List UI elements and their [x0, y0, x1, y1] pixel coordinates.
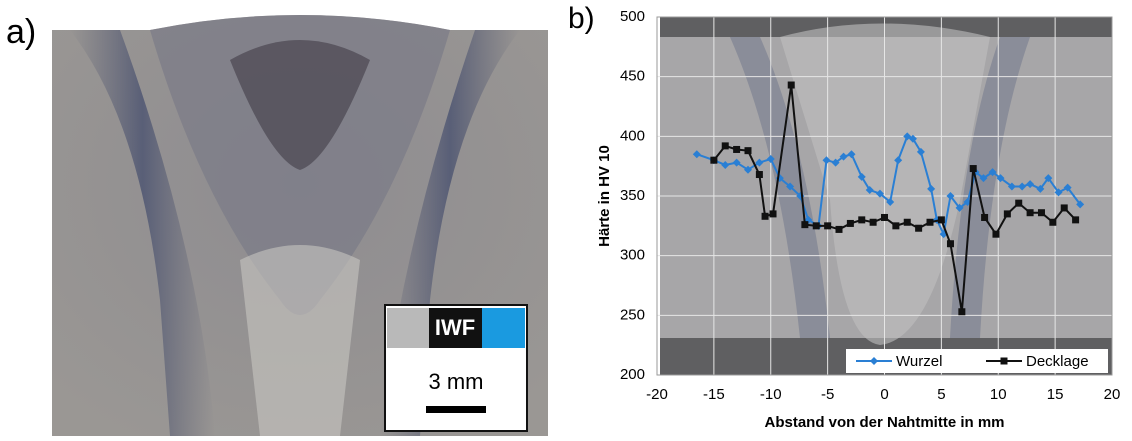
y-tick-label: 450 [620, 68, 645, 85]
marker [915, 224, 923, 232]
marker [1072, 216, 1080, 224]
marker [839, 152, 848, 161]
x-axis-title: Abstand von der Nahtmitte in mm [764, 414, 1004, 431]
legend-marker [870, 357, 878, 365]
marker [1060, 204, 1068, 212]
marker [955, 203, 964, 212]
legend: Wurzel Decklage [846, 349, 1108, 373]
x-tick-label: -5 [821, 386, 834, 403]
x-tick-label: 10 [990, 386, 1007, 403]
marker [869, 218, 877, 226]
marker [886, 197, 895, 206]
marker [857, 172, 866, 181]
marker [1018, 182, 1027, 191]
x-tick-label: -15 [703, 386, 725, 403]
y-tick-label: 500 [620, 8, 645, 25]
marker [721, 142, 729, 150]
panel-label: a) [6, 13, 36, 51]
marker [946, 192, 955, 200]
marker [858, 216, 866, 224]
marker [761, 212, 769, 220]
y-tick-label: 250 [620, 306, 645, 323]
marker [801, 221, 809, 229]
marker [692, 150, 701, 159]
marker [744, 147, 752, 155]
marker [831, 158, 840, 167]
scale-label: 3 mm [429, 369, 484, 394]
plot-area: 200 250 300 350 400 450 500 -20 -15 -10 -5 0 5 10 15 20… [596, 8, 1120, 431]
marker [744, 165, 752, 174]
marker [721, 160, 730, 169]
marker [969, 165, 977, 173]
marker [916, 147, 925, 156]
marker [1026, 209, 1034, 217]
marker [958, 308, 966, 316]
marker [755, 171, 763, 179]
legend-label: Wurzel [896, 353, 942, 370]
marker [865, 186, 874, 195]
marker [1054, 188, 1063, 197]
x-tick-label: 0 [880, 386, 888, 403]
marker [835, 225, 843, 233]
marker [732, 158, 741, 167]
marker [881, 213, 888, 221]
marker [1003, 210, 1011, 218]
marker [908, 134, 917, 143]
legend-label: Decklage [1026, 353, 1089, 370]
logo-text: IWF [435, 315, 475, 340]
marker [847, 150, 856, 159]
marker [1037, 209, 1045, 217]
legend-marker [1000, 357, 1008, 365]
marker [1015, 199, 1023, 207]
marker [981, 213, 989, 221]
marker [1076, 200, 1085, 209]
marker [1026, 180, 1035, 189]
marker [979, 174, 988, 183]
plot-border [656, 16, 1113, 376]
marker [892, 222, 900, 230]
marker [846, 219, 854, 227]
x-tick-label: -20 [646, 386, 668, 403]
marker [1044, 174, 1053, 183]
marker [733, 145, 741, 153]
marker [1036, 184, 1045, 193]
scale-inset: IWF 3 mm [384, 304, 528, 432]
y-axis-title: Härte in HV 10 [596, 145, 613, 247]
y-tick-label: 400 [620, 127, 645, 144]
marker [786, 182, 795, 191]
marker [1049, 218, 1057, 226]
marker [824, 222, 832, 230]
marker [875, 189, 884, 198]
marker [927, 184, 936, 193]
marker [992, 230, 1000, 238]
marker [1063, 183, 1072, 192]
marker [903, 132, 912, 141]
x-tick-label: 20 [1104, 386, 1121, 403]
marker [766, 155, 775, 164]
marker [769, 210, 777, 218]
marker [946, 240, 954, 248]
marker [822, 156, 831, 165]
x-tick-label: 15 [1047, 386, 1064, 403]
y-tick-label: 200 [620, 366, 645, 383]
x-tick-label: 5 [937, 386, 945, 403]
marker [894, 156, 903, 165]
marker [988, 168, 997, 177]
x-tick-label: -10 [760, 386, 782, 403]
marker [926, 218, 934, 226]
marker [937, 216, 945, 224]
marker [1007, 182, 1016, 191]
panel-label: b) [568, 2, 595, 35]
marker [812, 222, 820, 230]
marker [996, 174, 1005, 183]
y-tick-label: 350 [620, 187, 645, 204]
marker [710, 156, 718, 164]
marker [755, 158, 764, 167]
marker [787, 81, 795, 89]
y-tick-label: 300 [620, 247, 645, 264]
marker [903, 218, 911, 226]
